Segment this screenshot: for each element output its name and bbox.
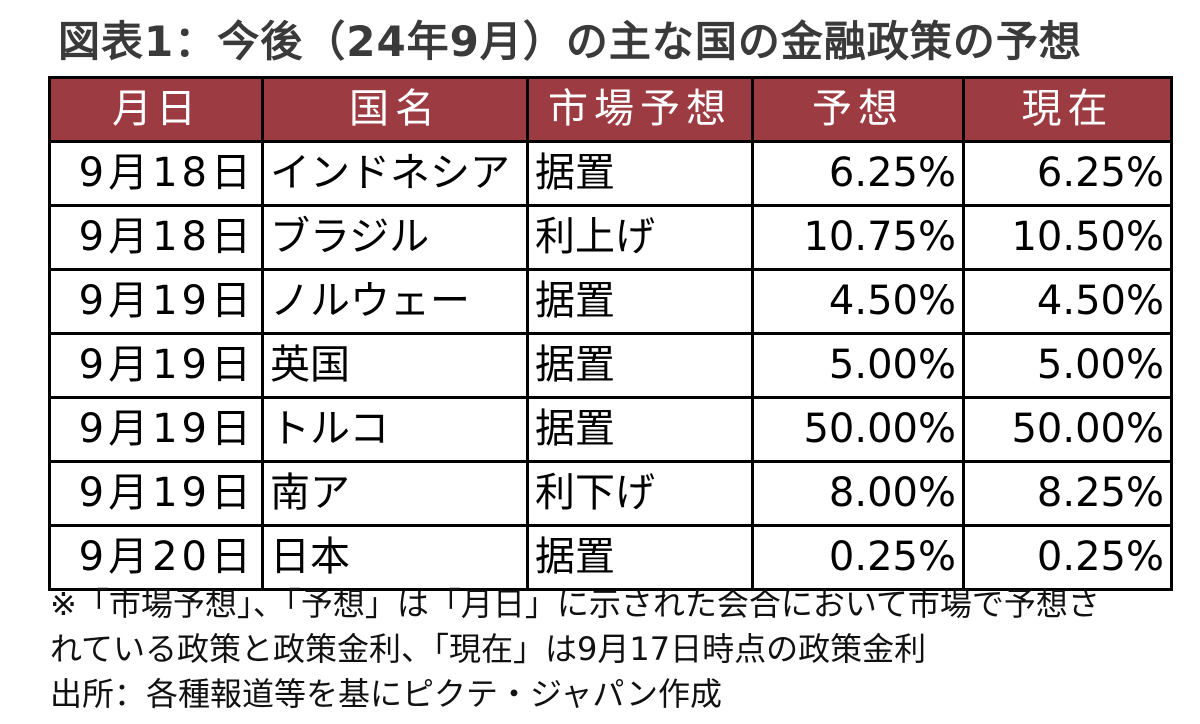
- table-header-row: 月日 国名 市場予想 予想 現在: [48, 76, 1173, 143]
- cell-current-rate: 10.50%: [962, 204, 1173, 271]
- figure-title: 図表1：今後（24年9月）の主な国の金融政策の予想: [58, 17, 1082, 66]
- table-row: 9月19日 英国 据置 5.00% 5.00%: [48, 332, 1173, 399]
- cell-current-rate: 50.00%: [962, 396, 1173, 463]
- table-row: 9月19日 南ア 利下げ 8.00% 8.25%: [48, 460, 1173, 527]
- header-date: 月日: [48, 76, 264, 143]
- cell-current-rate: 5.00%: [962, 332, 1173, 399]
- cell-date: 9月20日: [48, 524, 264, 591]
- cell-date: 9月19日: [48, 268, 264, 335]
- cell-country: 南ア: [261, 460, 529, 527]
- cell-market-forecast: 利下げ: [526, 460, 754, 527]
- cell-market-forecast: 据置: [526, 140, 754, 207]
- table-row: 9月19日 トルコ 据置 50.00% 50.00%: [48, 396, 1173, 463]
- table-row: 9月20日 日本 据置 0.25% 0.25%: [48, 524, 1173, 591]
- cell-market-forecast: 据置: [526, 332, 754, 399]
- table-row: 9月18日 ブラジル 利上げ 10.75% 10.50%: [48, 204, 1173, 271]
- table-row: 9月19日 ノルウェー 据置 4.50% 4.50%: [48, 268, 1173, 335]
- cell-forecast-rate: 6.25%: [751, 140, 965, 207]
- cell-country: ブラジル: [261, 204, 529, 271]
- table-row: 9月18日 インドネシア 据置 6.25% 6.25%: [48, 140, 1173, 207]
- cell-market-forecast: 利上げ: [526, 204, 754, 271]
- cell-forecast-rate: 5.00%: [751, 332, 965, 399]
- cell-market-forecast: 据置: [526, 268, 754, 335]
- cell-date: 9月19日: [48, 460, 264, 527]
- footnote-line-2: れている政策と政策金利、「現在」は9月17日時点の政策金利: [50, 630, 927, 668]
- cell-date: 9月18日: [48, 204, 264, 271]
- cell-current-rate: 0.25%: [962, 524, 1173, 591]
- header-market-forecast: 市場予想: [526, 76, 754, 143]
- footnote-line-1: ※「市場予想」、「予想」は「月日」に示された会合において市場で予想さ: [50, 585, 1100, 623]
- cell-current-rate: 8.25%: [962, 460, 1173, 527]
- cell-date: 9月19日: [48, 332, 264, 399]
- header-country: 国名: [261, 76, 529, 143]
- cell-country: トルコ: [261, 396, 529, 463]
- cell-forecast-rate: 4.50%: [751, 268, 965, 335]
- cell-forecast-rate: 8.00%: [751, 460, 965, 527]
- policy-forecast-table: 月日 国名 市場予想 予想 現在 9月18日 インドネシア 据置 6.25% 6.25%…: [48, 76, 1173, 591]
- source-note: 出所：各種報道等を基にピクテ・ジャパン作成: [50, 675, 723, 713]
- cell-date: 9月18日: [48, 140, 264, 207]
- cell-forecast-rate: 0.25%: [751, 524, 965, 591]
- cell-current-rate: 6.25%: [962, 140, 1173, 207]
- cell-country: インドネシア: [261, 140, 529, 207]
- header-forecast-rate: 予想: [751, 76, 965, 143]
- cell-market-forecast: 据置: [526, 396, 754, 463]
- cell-market-forecast: 据置: [526, 524, 754, 591]
- cell-forecast-rate: 10.75%: [751, 204, 965, 271]
- header-current-rate: 現在: [962, 76, 1173, 143]
- cell-date: 9月19日: [48, 396, 264, 463]
- cell-country: ノルウェー: [261, 268, 529, 335]
- cell-country: 英国: [261, 332, 529, 399]
- cell-forecast-rate: 50.00%: [751, 396, 965, 463]
- cell-country: 日本: [261, 524, 529, 591]
- cell-current-rate: 4.50%: [962, 268, 1173, 335]
